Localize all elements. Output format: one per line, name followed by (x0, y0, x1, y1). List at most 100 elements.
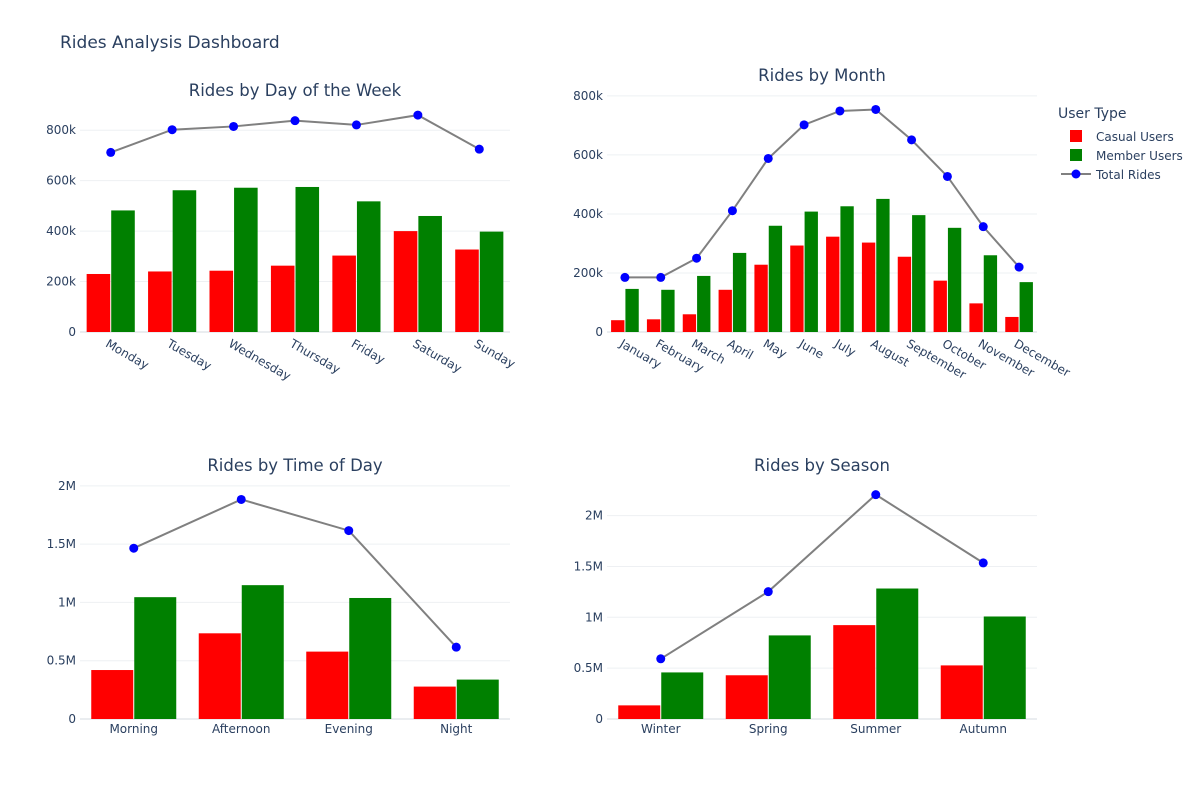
member-users-bar[interactable] (418, 215, 442, 332)
member-users-bar[interactable] (697, 275, 711, 332)
member-users-bar[interactable] (947, 227, 962, 332)
y-tick-label: 1.5M (574, 559, 603, 573)
casual-users-bar[interactable] (86, 273, 111, 332)
y-tick-label: 400k (46, 224, 76, 238)
total-rides-point[interactable] (942, 171, 952, 181)
casual-users-bar[interactable] (270, 265, 295, 332)
casual-users-bar[interactable] (148, 271, 172, 332)
member-users-bar[interactable] (456, 679, 499, 719)
total-rides-point[interactable] (1014, 262, 1024, 272)
casual-users-bar[interactable] (833, 625, 876, 719)
total-rides-point[interactable] (978, 558, 988, 568)
legend-swatch (1070, 149, 1082, 161)
member-users-bar[interactable] (661, 289, 675, 332)
member-users-bar[interactable] (840, 206, 854, 332)
member-users-bar[interactable] (349, 597, 392, 719)
total-rides-point[interactable] (656, 272, 666, 282)
casual-users-bar[interactable] (455, 249, 479, 332)
total-rides-point[interactable] (351, 120, 361, 130)
y-tick-label: 1.5M (47, 537, 76, 551)
y-tick-label: 1M (585, 610, 603, 624)
legend-marker-swatch (1071, 169, 1081, 179)
casual-users-bar[interactable] (861, 242, 876, 332)
x-tick-label: Thursday (287, 336, 343, 377)
member-users-bar[interactable] (356, 201, 381, 332)
total-rides-point[interactable] (129, 543, 139, 553)
total-rides-point[interactable] (763, 587, 773, 597)
casual-users-bar[interactable] (306, 651, 349, 719)
x-tick-label: Autumn (960, 722, 1007, 736)
total-rides-point[interactable] (763, 153, 773, 163)
member-users-bar[interactable] (661, 672, 704, 719)
casual-users-bar[interactable] (725, 675, 768, 719)
casual-users-bar[interactable] (969, 303, 983, 332)
member-users-bar[interactable] (876, 198, 890, 332)
total-rides-point[interactable] (106, 147, 116, 157)
casual-users-bar[interactable] (790, 245, 804, 332)
member-users-bar[interactable] (876, 588, 919, 719)
casual-users-bar[interactable] (754, 264, 768, 332)
member-users-bar[interactable] (912, 215, 926, 332)
total-rides-point[interactable] (907, 135, 917, 145)
total-rides-point[interactable] (656, 654, 666, 664)
member-users-bar[interactable] (241, 585, 284, 719)
total-rides-point[interactable] (871, 490, 881, 500)
member-users-bar[interactable] (234, 187, 258, 332)
chart-panel-2: Rides by Month0200k400k600k800kJanuaryFe… (573, 66, 1072, 382)
casual-users-bar[interactable] (897, 256, 912, 332)
x-tick-label: Tuesday (164, 336, 214, 373)
casual-users-bar[interactable] (718, 289, 732, 332)
legend-item-total-rides[interactable]: Total Rides (1061, 168, 1161, 182)
casual-users-bar[interactable] (198, 633, 241, 719)
member-users-bar[interactable] (111, 210, 135, 332)
legend-item-member-users[interactable]: Member Users (1070, 149, 1183, 163)
total-rides-point[interactable] (474, 144, 484, 154)
casual-users-bar[interactable] (393, 231, 418, 332)
total-rides-point[interactable] (727, 206, 737, 216)
total-rides-point[interactable] (229, 121, 239, 131)
member-users-bar[interactable] (625, 288, 639, 332)
member-users-bar[interactable] (768, 635, 811, 719)
casual-users-bar[interactable] (413, 686, 456, 719)
total-rides-point[interactable] (413, 110, 423, 120)
member-users-bar[interactable] (479, 231, 504, 332)
member-users-bar[interactable] (732, 252, 747, 332)
casual-users-bar[interactable] (682, 314, 697, 332)
member-users-bar[interactable] (983, 255, 998, 332)
casual-users-bar[interactable] (940, 665, 983, 719)
legend[interactable]: User Type Casual Users Member Users Total R… (1058, 106, 1183, 182)
total-rides-point[interactable] (451, 642, 461, 652)
casual-users-bar[interactable] (332, 255, 356, 332)
member-users-bar[interactable] (172, 190, 197, 332)
total-rides-point[interactable] (871, 104, 881, 114)
member-users-bar[interactable] (768, 225, 783, 332)
casual-users-bar[interactable] (611, 320, 625, 332)
casual-users-bar[interactable] (209, 270, 234, 332)
casual-users-bar[interactable] (646, 319, 661, 332)
total-rides-point[interactable] (620, 272, 630, 282)
total-rides-point[interactable] (978, 222, 988, 232)
member-users-bar[interactable] (1019, 282, 1033, 332)
x-tick-label: August (868, 336, 912, 369)
total-rides-point[interactable] (692, 253, 702, 263)
y-tick-label: 200k (573, 266, 603, 280)
chart-title: Rides by Season (754, 456, 890, 475)
casual-users-bar[interactable] (933, 280, 947, 332)
casual-users-bar[interactable] (1005, 316, 1019, 332)
casual-users-bar[interactable] (91, 670, 134, 719)
y-tick-label: 600k (46, 174, 76, 188)
casual-users-bar[interactable] (618, 705, 661, 719)
total-rides-point[interactable] (167, 125, 177, 135)
x-tick-label: Morning (109, 722, 158, 736)
member-users-bar[interactable] (804, 211, 818, 332)
member-users-bar[interactable] (295, 186, 320, 332)
legend-item-casual-users[interactable]: Casual Users (1070, 130, 1174, 144)
total-rides-point[interactable] (344, 526, 354, 536)
total-rides-point[interactable] (799, 120, 809, 130)
casual-users-bar[interactable] (826, 236, 840, 332)
total-rides-point[interactable] (236, 494, 246, 504)
total-rides-point[interactable] (290, 116, 300, 126)
total-rides-point[interactable] (835, 106, 845, 116)
member-users-bar[interactable] (983, 616, 1026, 719)
member-users-bar[interactable] (134, 597, 177, 719)
